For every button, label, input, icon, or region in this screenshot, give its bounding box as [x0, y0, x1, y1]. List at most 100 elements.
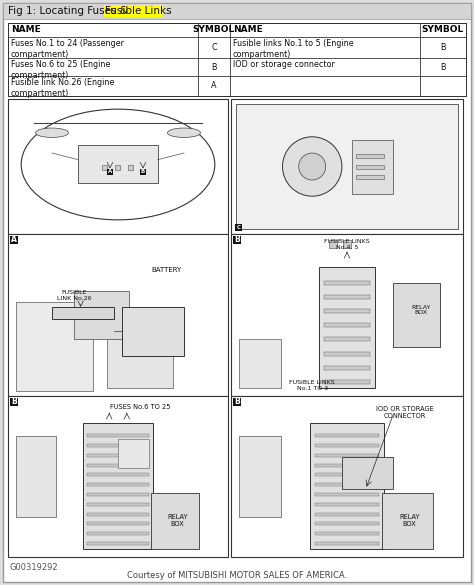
Text: IOD OR STORAGE
CONNECTOR: IOD OR STORAGE CONNECTOR [376, 406, 434, 419]
Text: BATTERY: BATTERY [151, 267, 182, 273]
Text: NAME: NAME [233, 26, 263, 35]
Bar [87, 493, 149, 496]
Bar [140, 168, 146, 174]
Bar [343, 240, 351, 248]
Ellipse shape [167, 128, 201, 137]
Bar [329, 240, 337, 248]
Bar [356, 154, 384, 158]
Bar [233, 398, 241, 406]
Text: C: C [237, 225, 240, 230]
Circle shape [299, 153, 326, 180]
Bar [324, 338, 370, 342]
Bar [87, 454, 149, 457]
Text: B: B [440, 43, 446, 52]
Bar [233, 236, 241, 244]
Bar [3, 3, 471, 19]
Text: IOD or storage connector: IOD or storage connector [233, 60, 335, 69]
Text: A: A [108, 169, 112, 174]
Bar [315, 532, 380, 535]
Text: FUSIBLE
LINK No.26: FUSIBLE LINK No.26 [57, 290, 91, 301]
Bar [8, 396, 228, 557]
Bar [324, 281, 370, 285]
Bar [324, 295, 370, 299]
Bar [10, 398, 18, 406]
Bar [231, 396, 463, 557]
Bar [315, 512, 380, 515]
Bar [78, 145, 157, 183]
Bar [315, 473, 380, 476]
Text: Fusible link No.26 (Engine
compartment): Fusible link No.26 (Engine compartment) [11, 78, 114, 98]
Bar [393, 283, 440, 347]
Text: Fusible links No.1 to 5 (Engine
compartment): Fusible links No.1 to 5 (Engine compartm… [233, 39, 354, 59]
Bar [319, 267, 375, 388]
Bar [310, 424, 384, 549]
Bar [315, 444, 380, 447]
Bar [128, 164, 133, 170]
Ellipse shape [36, 128, 69, 137]
Text: B: B [141, 169, 145, 174]
Bar [324, 380, 370, 384]
Text: B: B [211, 63, 217, 71]
Bar [324, 366, 370, 370]
Bar [16, 436, 55, 517]
Bar [151, 493, 200, 549]
Bar [315, 493, 380, 496]
Bar [102, 164, 107, 170]
Bar [315, 434, 380, 437]
Bar [235, 224, 242, 231]
Text: RELAY
BOX: RELAY BOX [399, 514, 420, 527]
Bar [324, 352, 370, 356]
Bar [107, 315, 173, 388]
Bar [87, 434, 149, 437]
Text: B: B [440, 63, 446, 71]
Bar [122, 307, 184, 356]
Bar [118, 439, 149, 469]
Bar [231, 234, 463, 396]
Bar [87, 532, 149, 535]
Bar [324, 324, 370, 327]
Text: B: B [234, 236, 240, 245]
Bar [87, 483, 149, 486]
Text: FUSIBLE LINKS
No.1 TO 3: FUSIBLE LINKS No.1 TO 3 [290, 380, 335, 391]
Bar [83, 424, 153, 549]
Bar [231, 99, 463, 234]
Text: Fuses No.1 to 24 (Passenger
compartment): Fuses No.1 to 24 (Passenger compartment) [11, 39, 124, 59]
Bar [87, 464, 149, 467]
Bar [315, 464, 380, 467]
Bar [16, 302, 93, 391]
Bar [115, 164, 120, 170]
Bar [87, 444, 149, 447]
Bar [315, 454, 380, 457]
Bar [8, 234, 228, 396]
Text: Courtesy of MITSUBISHI MOTOR SALES OF AMERICA.: Courtesy of MITSUBISHI MOTOR SALES OF AM… [127, 572, 347, 580]
Text: RELAY
BOX: RELAY BOX [167, 514, 188, 527]
Text: B: B [11, 397, 17, 407]
Text: SYMBOL: SYMBOL [422, 26, 464, 35]
Bar [356, 164, 384, 168]
Text: Fig 1: Locating Fuses &: Fig 1: Locating Fuses & [8, 6, 131, 16]
Bar [315, 522, 380, 525]
Bar [356, 176, 384, 179]
Text: G00319292: G00319292 [10, 563, 59, 572]
Bar [352, 139, 393, 194]
Text: A: A [211, 81, 217, 91]
Bar [104, 5, 163, 17]
Text: FUSIBLE LINKS
No.4, 5: FUSIBLE LINKS No.4, 5 [324, 239, 370, 250]
Text: A: A [11, 236, 17, 245]
Bar [107, 168, 113, 174]
Bar [324, 309, 370, 313]
Bar [342, 457, 393, 490]
Bar [8, 23, 466, 96]
Bar [87, 473, 149, 476]
Bar [87, 503, 149, 506]
Bar [236, 104, 458, 229]
Bar [239, 436, 281, 517]
Bar [315, 483, 380, 486]
Bar [8, 99, 228, 234]
Text: B: B [234, 397, 240, 407]
Bar [382, 493, 433, 549]
Text: SYMBOL: SYMBOL [193, 26, 235, 35]
Bar [315, 503, 380, 506]
Text: RELAY
BOX: RELAY BOX [411, 305, 431, 315]
Bar [52, 307, 114, 319]
